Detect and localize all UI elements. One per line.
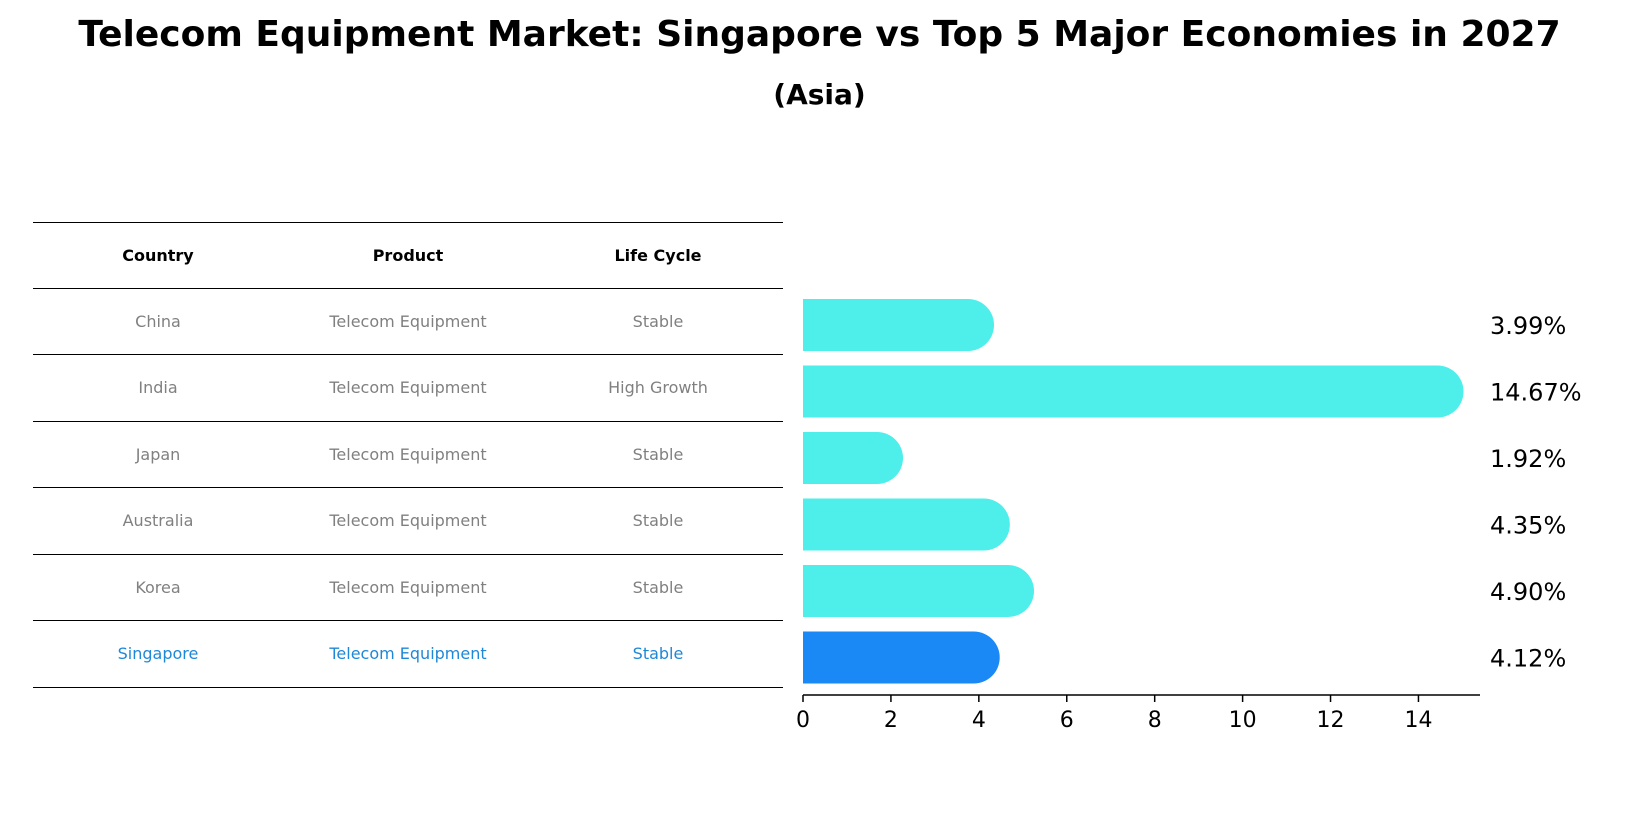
life-cycle-cell: Stable — [632, 577, 684, 597]
value-label: 4.35% — [1490, 512, 1566, 540]
bar-china — [803, 299, 995, 351]
bar-japan — [803, 432, 904, 484]
table-row-highlighted: Singapore Telecom Equipment Stable — [33, 621, 783, 688]
country-cell: Japan — [135, 444, 181, 464]
value-label: 4.90% — [1490, 578, 1566, 606]
product-cell: Telecom Equipment — [329, 311, 487, 331]
value-label: 3.99% — [1490, 312, 1566, 340]
x-tick-label: 14 — [1404, 708, 1432, 733]
table-row: Korea Telecom Equipment Stable — [33, 555, 783, 621]
table-header-row: Country Product Life Cycle — [33, 222, 783, 289]
table-row: India Telecom Equipment High Growth — [33, 355, 783, 422]
x-tick-label: 8 — [1148, 708, 1162, 733]
x-tick-label: 10 — [1229, 708, 1257, 733]
table-row: China Telecom Equipment Stable — [33, 289, 783, 355]
value-label: 1.92% — [1490, 445, 1566, 473]
life-cycle-cell: Stable — [632, 444, 684, 464]
life-cycle-cell: Stable — [632, 644, 684, 664]
product-cell: Telecom Equipment — [329, 577, 487, 597]
x-tick-label: 4 — [972, 708, 986, 733]
country-cell: Korea — [135, 577, 181, 597]
value-label: 14.67% — [1490, 379, 1582, 407]
life-cycle-cell: Stable — [632, 311, 684, 331]
x-tick-label: 2 — [884, 708, 898, 733]
country-cell: Australia — [122, 511, 194, 531]
x-tick-label: 6 — [1060, 708, 1074, 733]
header-country: Country — [122, 245, 194, 265]
table-row: Japan Telecom Equipment Stable — [33, 422, 783, 488]
header-life-cycle: Life Cycle — [614, 245, 702, 265]
table-row: Australia Telecom Equipment Stable — [33, 488, 783, 555]
country-cell: Singapore — [117, 644, 199, 664]
bar-india — [803, 365, 1464, 418]
x-tick-label: 0 — [796, 708, 810, 733]
header-product: Product — [372, 245, 444, 265]
product-cell: Telecom Equipment — [329, 644, 487, 664]
chart-subtitle: (Asia) — [773, 78, 866, 111]
x-tick-label: 12 — [1317, 708, 1345, 733]
country-cell: India — [138, 378, 178, 398]
chart-title: Telecom Equipment Market: Singapore vs T… — [78, 14, 1561, 55]
product-cell: Telecom Equipment — [329, 511, 487, 531]
data-table: Country Product Life Cycle China Telecom… — [33, 222, 783, 688]
product-cell: Telecom Equipment — [329, 378, 487, 398]
bar-korea — [803, 565, 1035, 617]
country-cell: China — [135, 311, 181, 331]
bar-singapore — [803, 631, 1000, 684]
product-cell: Telecom Equipment — [329, 444, 487, 464]
bar-australia — [803, 498, 1010, 551]
life-cycle-cell: High Growth — [608, 378, 708, 398]
life-cycle-cell: Stable — [632, 511, 684, 531]
value-label: 4.12% — [1490, 645, 1566, 673]
